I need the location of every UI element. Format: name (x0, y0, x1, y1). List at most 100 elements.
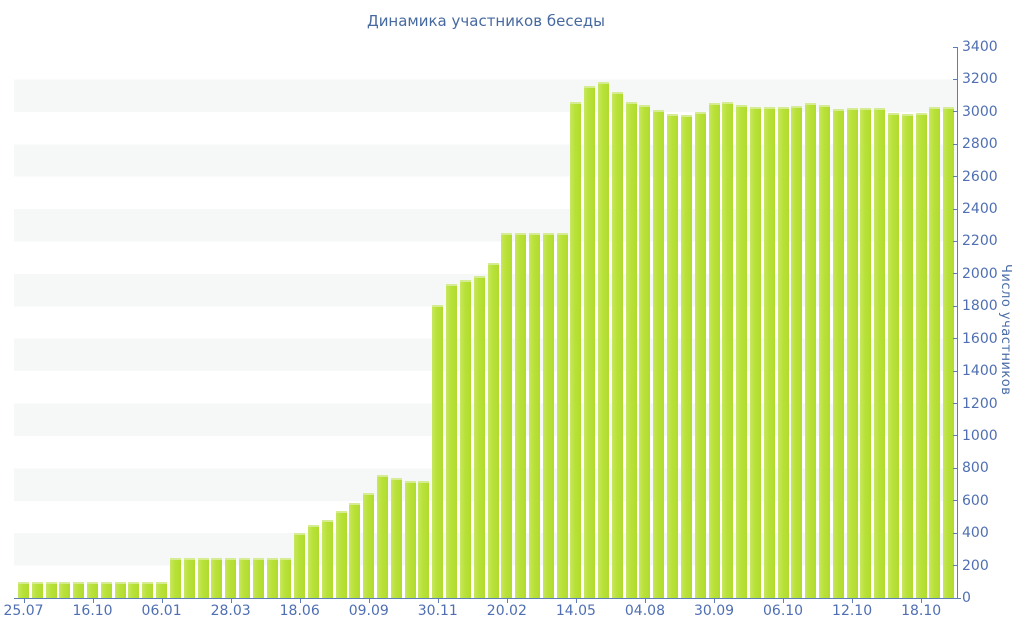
x-tick-label: 12.10 (832, 603, 873, 619)
bar[interactable] (528, 233, 540, 598)
y-tick-mark (953, 305, 958, 307)
x-tick-mark (299, 599, 301, 603)
bar[interactable] (225, 557, 237, 598)
bar[interactable] (791, 106, 803, 598)
y-tick-mark (953, 338, 958, 340)
x-tick-label: 14.05 (555, 603, 596, 619)
bars-container (14, 47, 957, 598)
y-tick-mark (953, 111, 958, 113)
x-tick-mark (714, 599, 715, 603)
bar[interactable] (169, 557, 181, 598)
bar[interactable] (114, 581, 126, 598)
bar[interactable] (197, 557, 209, 598)
bar[interactable] (349, 503, 361, 598)
bar[interactable] (156, 581, 168, 598)
y-tick-mark (953, 370, 958, 372)
bar[interactable] (59, 581, 71, 598)
x-tick-label: 28.03 (210, 603, 251, 619)
x-tick-mark (783, 599, 785, 603)
bar[interactable] (321, 520, 333, 598)
bar[interactable] (915, 113, 927, 598)
bar[interactable] (473, 275, 485, 598)
y-tick-mark (953, 78, 958, 80)
y-tick-label: 2800 (962, 136, 998, 153)
bar[interactable] (432, 304, 444, 598)
bar[interactable] (390, 478, 402, 598)
bar[interactable] (639, 105, 651, 598)
bar[interactable] (943, 106, 955, 598)
bar[interactable] (87, 581, 99, 598)
x-tick-mark (437, 599, 439, 603)
bar[interactable] (777, 106, 789, 598)
bar[interactable] (515, 233, 527, 598)
bar[interactable] (860, 107, 872, 598)
y-tick-label: 400 (962, 525, 989, 542)
x-tick-mark (852, 599, 854, 603)
bar[interactable] (418, 481, 430, 598)
y-axis-line (957, 47, 958, 599)
bar[interactable] (183, 557, 195, 598)
y-tick-label: 1600 (962, 330, 998, 347)
bar[interactable] (501, 233, 513, 598)
bar[interactable] (832, 109, 844, 598)
bar[interactable] (404, 481, 416, 598)
bar[interactable] (377, 474, 389, 598)
bar[interactable] (708, 102, 720, 598)
bar[interactable] (238, 557, 250, 598)
bar[interactable] (584, 85, 596, 598)
x-tick-mark (921, 599, 923, 603)
bar[interactable] (929, 106, 941, 598)
bar[interactable] (653, 110, 665, 598)
bar[interactable] (294, 533, 306, 598)
y-tick-label: 3000 (962, 103, 998, 120)
bar[interactable] (100, 581, 112, 598)
bar[interactable] (611, 91, 623, 598)
bar[interactable] (73, 581, 85, 598)
bar[interactable] (901, 114, 913, 598)
bar[interactable] (598, 81, 610, 598)
x-tick-label: 18.10 (901, 603, 942, 619)
bar[interactable] (18, 581, 29, 598)
bar[interactable] (459, 279, 471, 598)
y-tick-mark (953, 565, 958, 567)
bar[interactable] (667, 114, 679, 598)
bar[interactable] (888, 113, 900, 598)
bar[interactable] (625, 102, 637, 598)
bar[interactable] (252, 557, 264, 598)
bar[interactable] (128, 581, 140, 598)
bar[interactable] (694, 111, 706, 598)
bar[interactable] (805, 102, 817, 598)
bar[interactable] (335, 511, 347, 598)
bar[interactable] (487, 262, 499, 598)
bar[interactable] (763, 106, 775, 598)
y-tick-label: 2000 (962, 265, 998, 282)
x-tick-label: 04.08 (624, 603, 665, 619)
x-tick-label: 16.10 (72, 603, 113, 619)
y-tick-label: 1800 (962, 298, 998, 315)
bar[interactable] (266, 557, 278, 598)
y-tick-label: 2200 (962, 233, 998, 250)
bar[interactable] (280, 557, 292, 598)
bar[interactable] (846, 107, 858, 598)
bar[interactable] (31, 581, 43, 598)
bar[interactable] (211, 557, 223, 598)
bar[interactable] (874, 107, 886, 598)
bar[interactable] (556, 233, 568, 598)
bar[interactable] (542, 233, 554, 598)
bar[interactable] (142, 581, 154, 598)
bar[interactable] (308, 525, 319, 598)
bar[interactable] (736, 105, 748, 598)
y-tick-label: 200 (962, 557, 989, 574)
bar[interactable] (749, 106, 761, 598)
x-tick-label: 30.09 (693, 603, 735, 619)
bar[interactable] (818, 105, 830, 598)
x-tick-mark (575, 599, 577, 603)
bar[interactable] (45, 581, 57, 598)
x-tick-label: 09.09 (348, 603, 389, 619)
bar[interactable] (680, 115, 692, 598)
x-tick-mark (161, 599, 163, 603)
bar[interactable] (570, 102, 582, 598)
bar[interactable] (363, 492, 375, 598)
bar[interactable] (722, 102, 734, 598)
bar[interactable] (446, 283, 458, 598)
